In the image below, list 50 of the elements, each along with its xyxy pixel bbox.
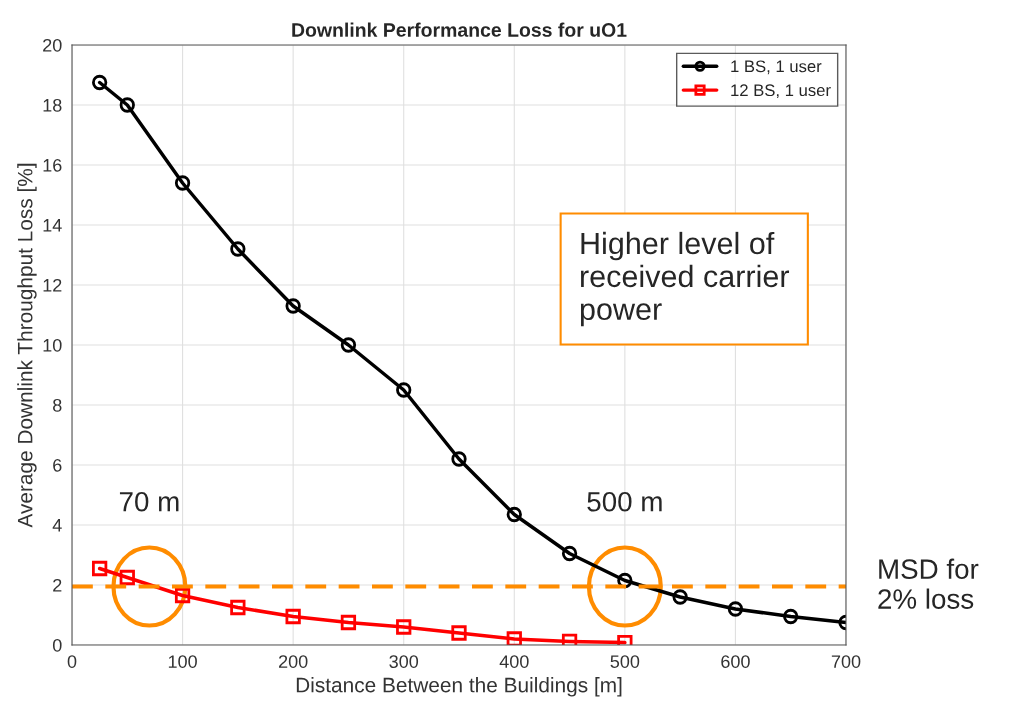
point	[230, 599, 246, 616]
chart-title: Downlink Performance Loss for uO1	[292, 22, 627, 37]
x-tick-label: 100	[168, 655, 197, 668]
point	[672, 589, 688, 605]
point	[230, 241, 246, 257]
point	[727, 601, 744, 617]
x-tick-label: 200	[278, 655, 308, 668]
ref-line-label: MSD for 2% loss	[878, 558, 979, 609]
point	[174, 175, 191, 191]
y-tick-label: 8	[53, 398, 62, 412]
y-tick-label: 4	[52, 519, 62, 532]
y-tick-label: 16	[43, 158, 62, 172]
y-tick-label: 14	[43, 219, 62, 232]
point	[506, 506, 522, 523]
point	[174, 587, 191, 604]
legend-label: 12 BS, 1 user	[731, 84, 831, 99]
y-tick-label: 18	[43, 98, 62, 112]
point	[561, 545, 578, 562]
x-tick-label: 0	[67, 655, 77, 668]
point	[92, 560, 108, 577]
y-tick-label: 10	[43, 338, 62, 352]
annotation: Higher level of received carrier power	[580, 231, 790, 327]
point	[340, 337, 357, 353]
point	[451, 625, 467, 641]
y-axis-title: Average Downlink Throughput Loss [%]	[17, 163, 37, 528]
point	[285, 608, 301, 625]
point	[340, 614, 357, 631]
point	[119, 97, 135, 113]
y-tick-label: 20	[43, 38, 62, 52]
y-tick-label: 12	[43, 278, 62, 292]
x-tick-label: 700	[831, 655, 861, 668]
x-tick-label: 600	[721, 655, 750, 668]
point	[285, 298, 301, 314]
x-axis-title: Distance Between the Buildings [m]	[296, 677, 622, 697]
y-tick-label: 0	[52, 638, 62, 652]
point	[451, 451, 467, 467]
legend-label: 1 BS, 1 user	[731, 60, 822, 75]
point	[396, 382, 412, 398]
x-tick-label: 500	[610, 655, 640, 668]
point	[92, 74, 108, 91]
point	[396, 619, 412, 635]
point	[119, 569, 135, 586]
y-tick-label: 2	[53, 578, 62, 592]
point	[783, 608, 799, 625]
point	[506, 631, 522, 645]
annotation: 500 m	[587, 491, 662, 512]
x-tick-label: 400	[499, 655, 529, 668]
annotation: 70 m	[119, 491, 179, 512]
y-tick-label: 6	[53, 458, 62, 472]
x-tick-label: 300	[389, 655, 419, 668]
